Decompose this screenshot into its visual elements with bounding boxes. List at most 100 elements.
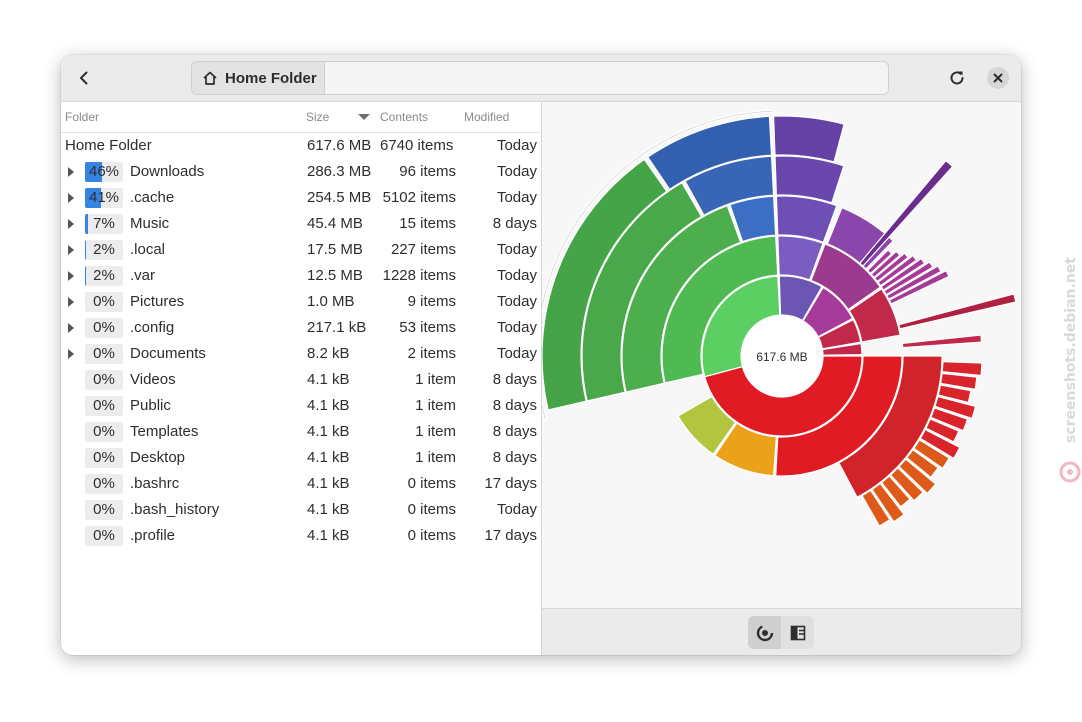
folder-row[interactable]: 0% .bash_history 4.1 kB 0 items Today	[61, 497, 541, 523]
expander-arrow-icon[interactable]	[68, 193, 74, 203]
ring-level2-local[interactable]	[810, 243, 882, 311]
ring-level5-cache[interactable]	[541, 158, 668, 411]
folder-row[interactable]: 41% .cache 254.5 MB 5102 items Today	[61, 185, 541, 211]
ring-level3-cache[interactable]	[621, 204, 742, 393]
ring-level3-downloads[interactable]	[837, 355, 943, 499]
root-row[interactable]: Home Folder 617.6 MB 6740 items Today	[61, 133, 541, 159]
folder-size: 4.1 kB	[307, 475, 350, 492]
folder-modified: Today	[496, 241, 537, 258]
usage-bar: 0%	[85, 318, 123, 338]
expander-arrow-icon[interactable]	[68, 245, 74, 255]
ring-level1-downloads[interactable]	[703, 355, 863, 437]
ring-outline[interactable]	[535, 109, 775, 421]
ring-level3-local[interactable]	[826, 206, 894, 270]
ring-level3-music[interactable]	[775, 195, 838, 244]
ring-level2-var[interactable]	[848, 288, 901, 343]
expander-arrow-icon[interactable]	[68, 323, 74, 333]
ring-level2-downloads-a[interactable]	[775, 355, 903, 477]
ring-sliver-local[interactable]	[880, 257, 926, 291]
ring-sliver-downloads[interactable]	[861, 489, 891, 527]
ring-sliver-long[interactable]	[858, 159, 954, 267]
column-contents[interactable]: Contents	[380, 110, 429, 124]
folder-row[interactable]: 0% .profile 4.1 kB 0 items 17 days	[61, 523, 541, 549]
ring-center[interactable]	[742, 316, 822, 396]
ring-sliver-downloads[interactable]	[871, 482, 905, 523]
ring-sliver-local[interactable]	[873, 252, 909, 283]
ring-level1-cache[interactable]	[701, 275, 781, 378]
column-folder[interactable]: Folder	[65, 110, 100, 124]
folder-name: .cache	[130, 189, 175, 206]
ring-sliver-downloads[interactable]	[913, 439, 951, 470]
ring-sliver-local[interactable]	[870, 250, 901, 279]
expander-arrow-icon[interactable]	[68, 167, 74, 177]
ring-level1-var[interactable]	[817, 318, 862, 350]
ring-chart-view-button[interactable]	[748, 616, 781, 649]
usage-bar: 0%	[85, 344, 123, 364]
ring-sliver-downloads[interactable]	[880, 475, 911, 508]
folder-row[interactable]: 0% Videos 4.1 kB 1 item 8 days	[61, 367, 541, 393]
ring-chart-pane[interactable]: 617.6 MB	[535, 102, 1021, 608]
ring-sliver-downloads[interactable]	[919, 428, 961, 460]
ring-level4-cache-b[interactable]	[684, 155, 775, 217]
folder-row[interactable]: 0% .bashrc 4.1 kB 0 items 17 days	[61, 471, 541, 497]
ring-level2-cache[interactable]	[661, 235, 779, 384]
ring-sliver-downloads[interactable]	[939, 372, 978, 391]
folder-contents: 0 items	[407, 475, 456, 492]
folder-name: .var	[130, 267, 156, 284]
ring-level5-cache-b[interactable]	[646, 115, 773, 191]
back-button[interactable]	[69, 63, 99, 93]
column-modified[interactable]: Modified	[464, 110, 510, 124]
folder-name: Music	[130, 215, 170, 232]
ring-sliver-downloads[interactable]	[930, 407, 969, 432]
folder-tree-view[interactable]: Folder Size Contents Modified Home Folde…	[61, 102, 542, 655]
ring-sliver-downloads[interactable]	[934, 395, 977, 420]
folder-row[interactable]: 2% .var 12.5 MB 1228 items Today	[61, 263, 541, 289]
ring-sliver-downloads[interactable]	[925, 418, 960, 443]
expander-arrow-icon[interactable]	[68, 271, 74, 281]
folder-row[interactable]: 0% Pictures 1.0 MB 9 items Today	[61, 289, 541, 315]
ring-sliver-local[interactable]	[883, 261, 934, 296]
close-button[interactable]	[987, 67, 1009, 89]
ring-sliver-local[interactable]	[885, 265, 942, 301]
folder-row[interactable]: 0% .config 217.1 kB 53 items Today	[61, 315, 541, 341]
treemap-view-button[interactable]	[781, 616, 814, 649]
ring-sliver-var[interactable]	[898, 293, 1017, 330]
ring-level4-music[interactable]	[774, 155, 845, 204]
refresh-button[interactable]	[942, 63, 972, 93]
ring-level4-cache[interactable]	[581, 181, 703, 402]
folder-row[interactable]: 0% Desktop 4.1 kB 1 item 8 days	[61, 445, 541, 471]
expander-arrow-icon[interactable]	[68, 297, 74, 307]
ring-level1-local[interactable]	[802, 286, 854, 338]
path-button-home[interactable]: Home Folder	[192, 62, 325, 94]
ring-sliver-downloads[interactable]	[941, 360, 983, 377]
ring-level2-downloads-c[interactable]	[677, 395, 737, 456]
folder-row[interactable]: 0% Public 4.1 kB 1 item 8 days	[61, 393, 541, 419]
ring-level1-music[interactable]	[778, 275, 823, 322]
column-size[interactable]: Size	[306, 110, 330, 124]
header-bar: Home Folder	[61, 55, 1021, 102]
expander-arrow-icon[interactable]	[68, 219, 74, 229]
folder-row[interactable]: 46% Downloads 286.3 MB 96 items Today	[61, 159, 541, 185]
folder-row[interactable]: 7% Music 45.4 MB 15 items 8 days	[61, 211, 541, 237]
ring-sliver-local[interactable]	[888, 269, 950, 305]
ring-level1-pictures[interactable]	[821, 342, 863, 356]
ring-sliver-downloads[interactable]	[905, 448, 939, 479]
usage-bar: 0%	[85, 474, 123, 494]
close-icon	[993, 73, 1003, 83]
ring-sliver-local[interactable]	[866, 249, 893, 275]
ring-level5-music[interactable]	[772, 115, 845, 163]
ring-chart[interactable]: 617.6 MB	[535, 102, 1021, 608]
ring-level2-music[interactable]	[777, 235, 824, 281]
ring-sliver-pictures[interactable]	[901, 334, 983, 349]
ring-sliver-downloads[interactable]	[889, 466, 924, 502]
folder-row[interactable]: 0% Templates 4.1 kB 1 item 8 days	[61, 419, 541, 445]
ring-sliver-downloads[interactable]	[937, 384, 972, 404]
expander-arrow-icon[interactable]	[68, 349, 74, 359]
folder-row[interactable]: 2% .local 17.5 MB 227 items Today	[61, 237, 541, 263]
folder-row[interactable]: 0% Documents 8.2 kB 2 items Today	[61, 341, 541, 367]
usage-bar: 7%	[85, 214, 123, 234]
ring-level3-cache-b[interactable]	[729, 195, 777, 243]
ring-sliver-downloads[interactable]	[898, 458, 937, 495]
ring-sliver-local[interactable]	[877, 254, 918, 287]
ring-level2-downloads-b[interactable]	[714, 422, 777, 477]
